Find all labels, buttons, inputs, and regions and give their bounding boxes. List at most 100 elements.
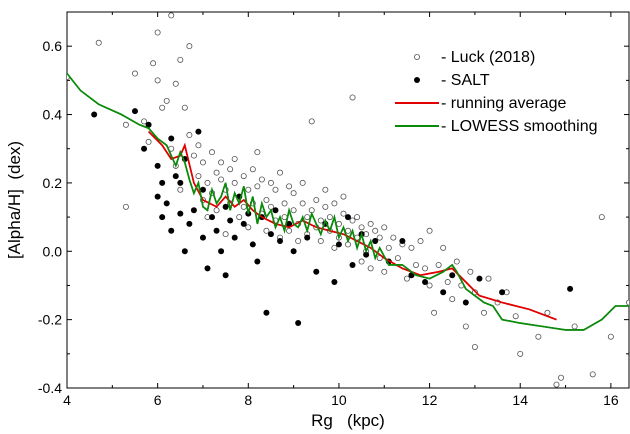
luck-point (331, 244, 338, 251)
luck-point (145, 138, 152, 145)
luck-point (322, 186, 329, 193)
series-line-overlay (148, 131, 557, 321)
luck-point (367, 265, 374, 272)
luck-point (412, 261, 419, 268)
luck-point (372, 227, 379, 234)
salt-point (195, 128, 202, 135)
y-tick-label: 0.0 (43, 243, 63, 259)
salt-point (277, 238, 284, 245)
plot-frame (66, 11, 630, 389)
luck-point (367, 220, 374, 227)
luck-point (381, 268, 388, 275)
salt-point (313, 268, 320, 275)
luck-point (245, 186, 252, 193)
luck-point (154, 29, 161, 36)
salt-point (499, 289, 506, 296)
salt-point (331, 279, 338, 286)
luck-point (381, 224, 388, 231)
y-axis-title: [Alpha/H] (dex) (5, 141, 24, 259)
luck-point (390, 234, 397, 241)
luck-point (154, 77, 161, 84)
luck-point (186, 43, 193, 50)
luck-point (376, 234, 383, 241)
salt-point (222, 203, 229, 210)
luck-point (95, 39, 102, 46)
legend-filled-circle-icon (414, 77, 420, 83)
luck-point (358, 258, 365, 265)
luck-point (254, 149, 261, 156)
y-tick-label: -0.4 (38, 380, 62, 396)
series-line-running-average (148, 131, 557, 321)
luck-point (344, 227, 351, 234)
luck-point (340, 193, 347, 200)
luck-point (277, 169, 284, 176)
luck-point (308, 118, 315, 125)
x-axis-title: Rg (kpc) (311, 411, 385, 430)
salt-point (199, 234, 206, 241)
luck-point (444, 279, 451, 286)
luck-point (553, 381, 560, 388)
salt-point (199, 186, 206, 193)
luck-point (607, 333, 614, 340)
luck-point (245, 224, 252, 231)
luck-point (281, 200, 288, 207)
luck-point (195, 173, 202, 180)
luck-point (181, 104, 188, 111)
salt-point (159, 214, 166, 221)
luck-point (535, 333, 542, 340)
luck-point (231, 155, 238, 162)
y-tick-label: -0.2 (38, 312, 62, 328)
luck-point (199, 159, 206, 166)
luck-point (426, 227, 433, 234)
x-tick-label: 16 (603, 392, 619, 408)
luck-point (227, 166, 234, 173)
luck-point (286, 183, 293, 190)
salt-point (399, 238, 406, 245)
y-tick-label: 0.6 (43, 38, 63, 54)
luck-point (204, 179, 211, 186)
salt-point (154, 162, 161, 169)
luck-point (258, 176, 265, 183)
luck-point (236, 214, 243, 221)
salt-point (476, 275, 483, 282)
luck-point (218, 159, 225, 166)
luck-point (598, 214, 605, 221)
salt-point (349, 261, 356, 268)
luck-point (168, 12, 175, 19)
luck-point (295, 238, 302, 245)
salt-point (462, 299, 469, 306)
luck-point (480, 309, 487, 316)
salt-point (449, 272, 456, 279)
luck-point (422, 265, 429, 272)
tick-label-group: 4 6 8 10 12 14 16 -0.4 -0.2 0.0 0.2 0.4 0.6 (38, 38, 619, 408)
luck-point (408, 244, 415, 251)
axes (66, 11, 630, 389)
luck-point (177, 56, 184, 63)
salt-point (363, 251, 370, 258)
luck-point (122, 203, 129, 210)
legend-label: - LOWESS smoothing (441, 118, 598, 135)
salt-point (141, 145, 148, 152)
luck-point (354, 214, 361, 221)
salt-point (186, 220, 193, 227)
luck-point (626, 299, 629, 306)
luck-point (209, 149, 216, 156)
salt-point (254, 258, 261, 265)
salt-point (335, 241, 342, 248)
luck-point (471, 343, 478, 350)
luck-point (263, 227, 270, 234)
salt-point (345, 214, 351, 221)
luck-point (254, 183, 261, 190)
luck-point (431, 309, 438, 316)
luck-point (249, 166, 256, 173)
salt-point (272, 207, 279, 214)
x-tick-label: 8 (244, 392, 252, 408)
legend-label: - Luck (2018) (441, 49, 535, 66)
luck-point (340, 210, 347, 217)
salt-point (249, 241, 256, 248)
luck-point (231, 179, 238, 186)
luck-point (240, 203, 247, 210)
luck-point (163, 97, 170, 104)
luck-point (267, 179, 274, 186)
